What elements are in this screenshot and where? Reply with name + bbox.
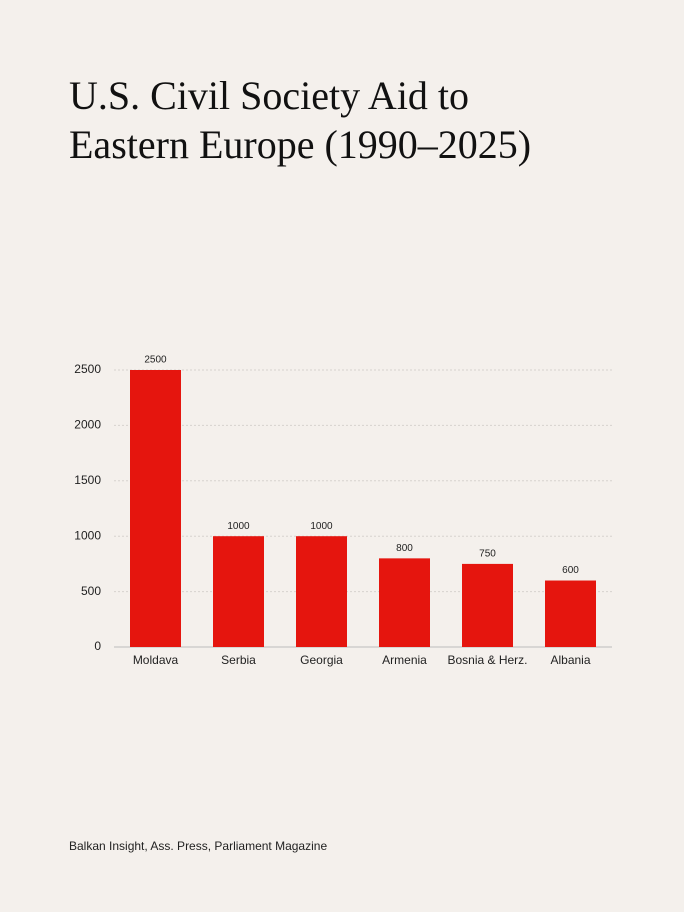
- chart-title: U.S. Civil Society Aid to: [69, 73, 469, 118]
- value-label: 1000: [227, 521, 250, 532]
- x-tick-label: Bosnia & Herz.: [447, 653, 527, 667]
- bar: [130, 370, 181, 647]
- x-tick-label: Serbia: [221, 653, 256, 667]
- y-tick-label: 1000: [74, 528, 101, 542]
- value-label: 1000: [310, 521, 333, 532]
- x-tick-label: Albania: [550, 653, 590, 667]
- chart-title: Eastern Europe (1990–2025): [69, 122, 531, 167]
- value-label: 2500: [144, 355, 167, 366]
- x-tick-label: Moldava: [133, 653, 179, 667]
- bar: [213, 536, 264, 647]
- y-tick-label: 500: [81, 584, 101, 598]
- bar: [379, 558, 430, 647]
- source: Balkan Insight, Ass. Press, Parliament M…: [69, 839, 327, 853]
- x-tick-label: Armenia: [382, 653, 427, 667]
- bar: [296, 536, 347, 647]
- y-tick-label: 1500: [74, 473, 101, 487]
- x-tick-label: Georgia: [300, 653, 343, 667]
- y-tick-label: 2500: [74, 362, 101, 376]
- y-tick-label: 2000: [74, 418, 101, 432]
- y-tick-label: 0: [94, 639, 101, 653]
- bar: [545, 580, 596, 647]
- bar: [462, 563, 513, 647]
- value-label: 600: [562, 565, 579, 576]
- value-label: 750: [479, 549, 496, 560]
- value-label: 800: [396, 543, 413, 554]
